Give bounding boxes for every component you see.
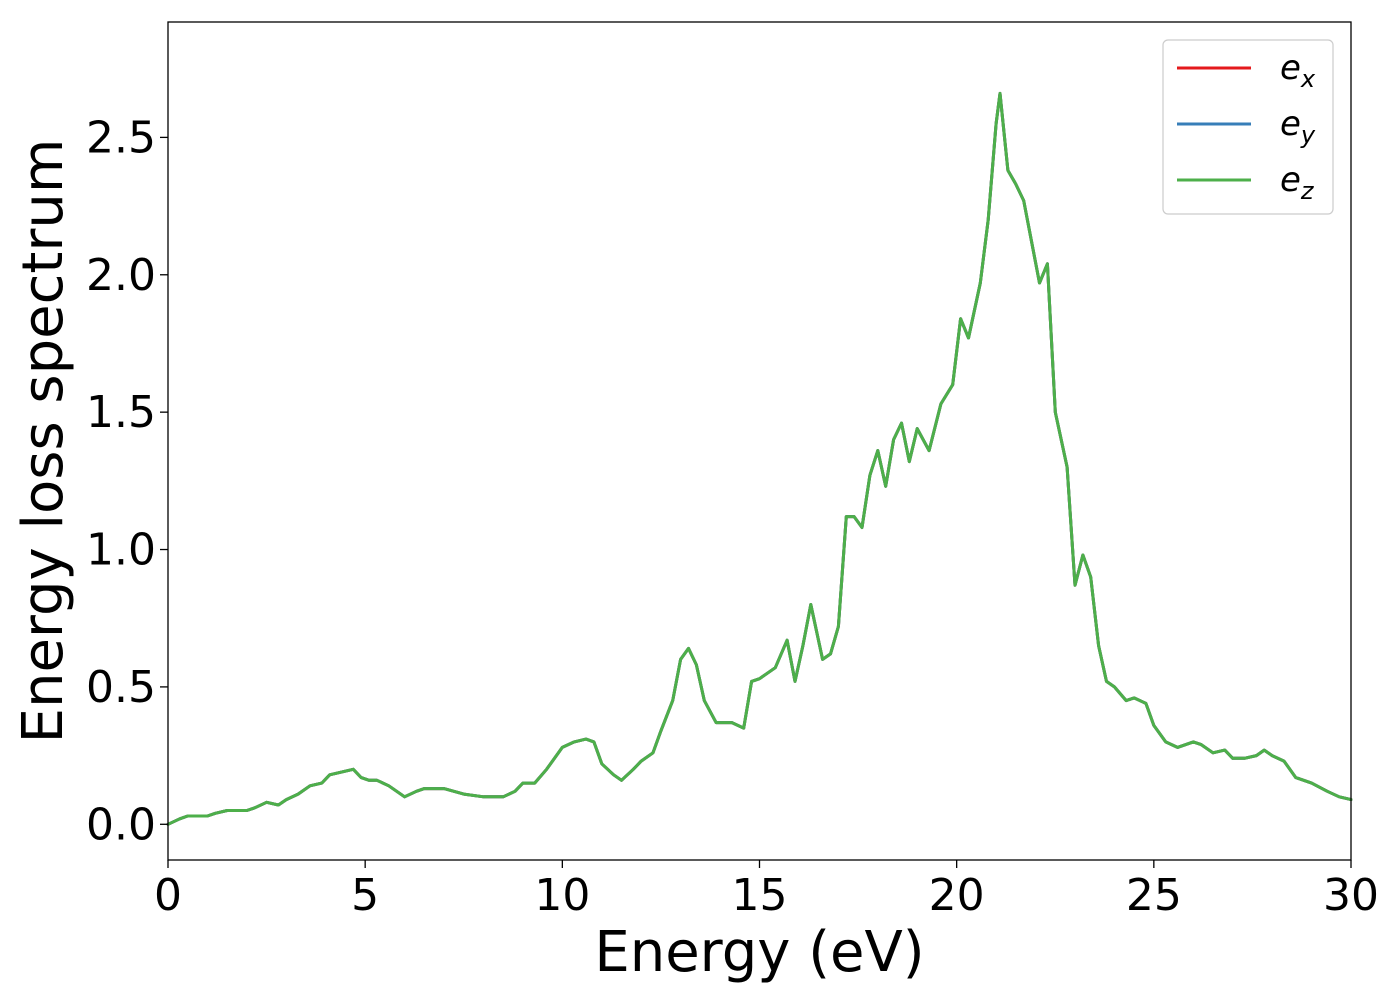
- legend-box: [1162, 39, 1334, 215]
- x-tick-label: 25: [1126, 870, 1182, 921]
- legend-label-ex: ex: [1280, 48, 1316, 93]
- x-tick-label: 30: [1323, 870, 1379, 921]
- y-tick-label: 0.0: [86, 799, 156, 850]
- series-layer: [166, 91, 1353, 826]
- x-tick-label: 10: [534, 870, 590, 921]
- y-tick-label: 2.5: [86, 112, 156, 163]
- legend-label-ez: ez: [1280, 160, 1315, 205]
- legend-label-ey: ey: [1280, 104, 1316, 149]
- x-tick-label: 20: [929, 870, 985, 921]
- y-axis-label: Energy loss spectrum: [11, 139, 76, 744]
- x-tick-label: 15: [732, 870, 788, 921]
- x-tick-label: 0: [154, 870, 182, 921]
- y-tick-label: 2.0: [86, 250, 156, 301]
- x-axis-label: Energy (eV): [594, 920, 924, 985]
- y-axis-ticks: 0.0 0.5 1.0 1.5 2.0 2.5: [86, 112, 168, 850]
- legend: ex ey ez: [1162, 39, 1334, 215]
- y-tick-label: 1.5: [86, 387, 156, 438]
- y-tick-label: 0.5: [86, 662, 156, 713]
- x-tick-label: 5: [351, 870, 379, 921]
- x-axis-ticks: 0 5 10 15 20 25 30: [154, 860, 1379, 921]
- series-line-ez: [166, 91, 1353, 826]
- y-tick-label: 1.0: [86, 525, 156, 576]
